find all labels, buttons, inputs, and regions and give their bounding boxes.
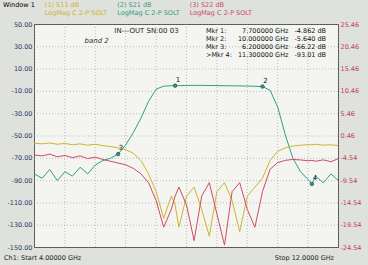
svg-text:2: 2	[263, 77, 267, 85]
html-text:6.200000 GHz: 6.200000 GHz	[242, 43, 289, 51]
svg-text:25.46: 25.46	[341, 21, 360, 29]
html-text:-66.22 dB: -66.22 dB	[294, 43, 327, 51]
svg-text:-150.00: -150.00	[7, 244, 32, 252]
svg-text:-70.00: -70.00	[12, 154, 33, 162]
svg-text:15.46: 15.46	[341, 65, 360, 73]
html-text:7.700000 GHz: 7.700000 GHz	[242, 27, 289, 35]
svg-text:3: 3	[118, 144, 124, 153]
html-text:-5.640 dB: -5.640 dB	[294, 35, 327, 43]
svg-text:4: 4	[313, 174, 318, 182]
svg-text:5.46: 5.46	[341, 110, 355, 118]
html-text:Ch1: Start 4.00000 GHz: Ch1: Start 4.00000 GHz	[4, 254, 82, 262]
svg-text:-4.54: -4.54	[341, 154, 358, 162]
html-text:LogMag C 2-P SOLT: LogMag C 2-P SOLT	[44, 9, 108, 17]
svg-text:10.00: 10.00	[14, 65, 33, 73]
svg-text:-9.54: -9.54	[341, 177, 358, 185]
svg-text:-10.00: -10.00	[12, 87, 33, 95]
svg-text:-50.00: -50.00	[12, 132, 33, 140]
svg-text:band 2: band 2	[85, 37, 110, 45]
html-text:(3) S22 dB: (3) S22 dB	[189, 1, 224, 9]
svg-text:-110.00: -110.00	[7, 199, 32, 207]
svg-text:30.00: 30.00	[14, 43, 33, 51]
svg-text:-19.54: -19.54	[341, 221, 362, 229]
svg-text:-130.00: -130.00	[7, 221, 32, 229]
html-text:>Mkr 4:: >Mkr 4:	[206, 51, 232, 59]
svg-text:-14.54: -14.54	[341, 199, 362, 207]
html-text:-93.01 dB: -93.01 dB	[294, 51, 327, 59]
svg-text:-90.00: -90.00	[12, 177, 33, 185]
html-text:(2) S21 dB: (2) S21 dB	[117, 1, 152, 9]
html-text:Window 1: Window 1	[3, 1, 35, 9]
svg-text:50.00: 50.00	[14, 21, 33, 29]
svg-text:0.46: 0.46	[341, 132, 355, 140]
html-text:Mkr 3:: Mkr 3:	[206, 43, 227, 51]
svg-text:20.46: 20.46	[341, 43, 360, 51]
svg-text:-30.00: -30.00	[12, 110, 33, 118]
html-text:LogMag C 2-P SOLT: LogMag C 2-P SOLT	[117, 9, 180, 17]
html-text:Mkr 1:: Mkr 1:	[206, 27, 227, 35]
svg-text:-24.54: -24.54	[341, 244, 362, 252]
html-text:11.300000 GHz: 11.300000 GHz	[237, 51, 289, 59]
svg-text:10.46: 10.46	[341, 87, 360, 95]
html-text:-4.862 dB: -4.862 dB	[294, 27, 327, 35]
svg-text:1: 1	[176, 76, 180, 84]
html-text:10.000000 GHz: 10.000000 GHz	[237, 35, 289, 43]
html-text:LogMag C 2-P SOLT: LogMag C 2-P SOLT	[189, 9, 253, 17]
html-text:Mkr 2:: Mkr 2:	[206, 35, 227, 43]
html-text:(1) S11 dB: (1) S11 dB	[44, 1, 80, 9]
svg-text:IN---OUT SN:00 03: IN---OUT SN:00 03	[114, 27, 178, 35]
html-text:Stop 12.0000 GHz: Stop 12.0000 GHz	[274, 254, 334, 262]
